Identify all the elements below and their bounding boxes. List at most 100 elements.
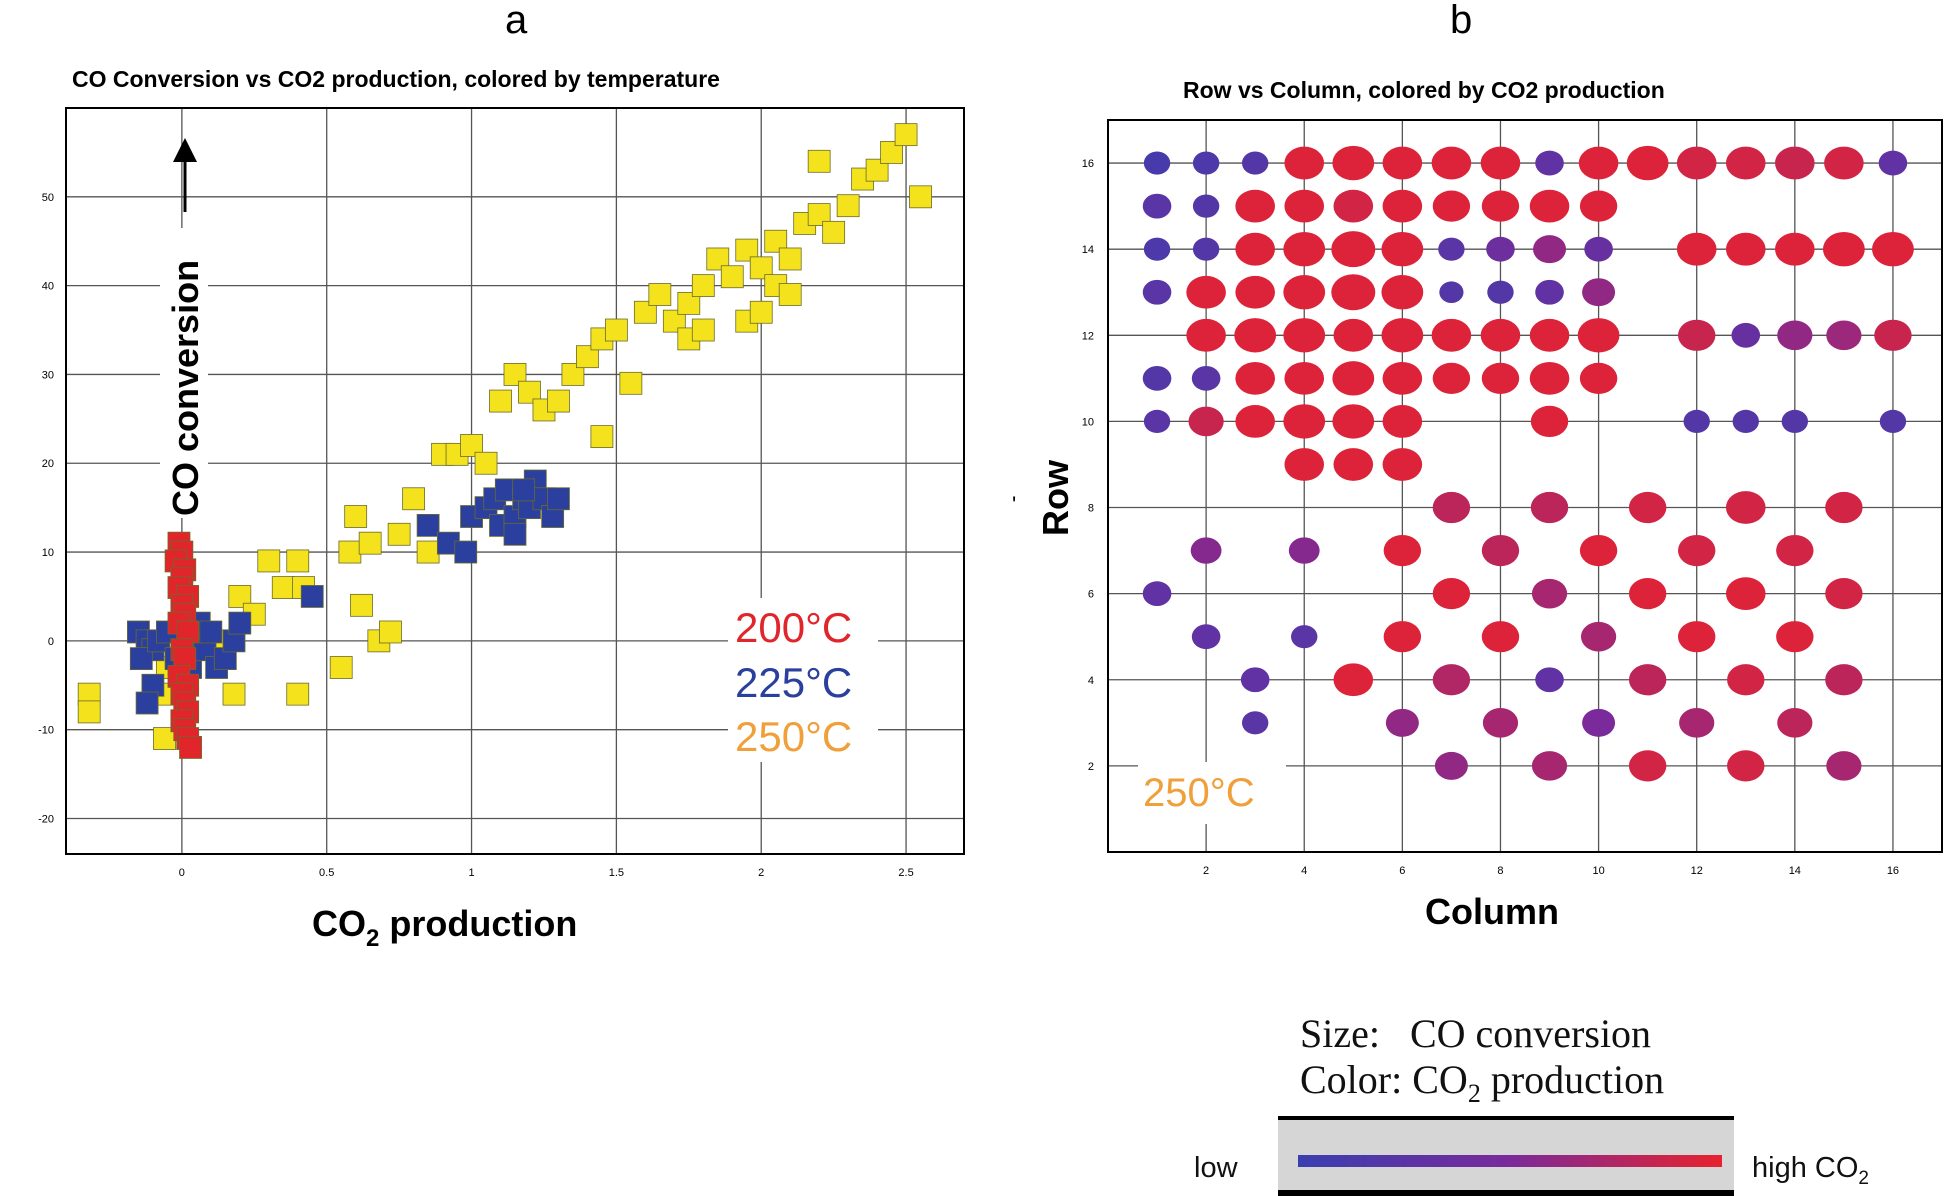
chart-a-point [865, 158, 889, 182]
chart-a-point [807, 149, 831, 173]
chart-a-point [749, 300, 773, 324]
chart-a-point [402, 487, 426, 511]
size-legend-label: Size: [1300, 1011, 1380, 1056]
chart-a-ytick-label: -10 [38, 725, 54, 737]
chart-a-point [350, 593, 373, 617]
chart-a-point [286, 682, 310, 706]
chart-a-point [662, 309, 686, 333]
chart-a-point [228, 611, 252, 635]
chart-a-xlabel: CO2 production [312, 903, 577, 952]
chart-a-point [257, 549, 281, 573]
chart-a-point [454, 540, 478, 564]
chart-a-point [379, 620, 402, 644]
chart-a-ylabel: CO conversion [165, 260, 206, 516]
chart-a-point [387, 522, 411, 546]
chart-a-point [894, 123, 918, 147]
chart-a-point [576, 345, 599, 369]
chart-a-point [691, 274, 715, 298]
chart-a-point [222, 682, 246, 706]
chart-a-ytick-label: 10 [42, 547, 54, 559]
color-legend-label: Color: [1300, 1057, 1403, 1102]
chart-a-ytick-label: 50 [42, 192, 54, 204]
chart-a-point [489, 389, 512, 413]
chart-a-point [720, 265, 744, 289]
chart-a-point [286, 549, 310, 573]
chart-a-xtick-label: 2 [758, 867, 764, 879]
chart-a-point [677, 291, 701, 315]
chart-a-point [329, 656, 353, 679]
chart-a-legend: 200°C 225°C 250°C [728, 598, 878, 762]
chart-a-point [880, 141, 903, 164]
chart-a-point [228, 585, 252, 608]
chart-a-point [460, 434, 483, 457]
size-legend-value: CO conversion [1409, 1011, 1652, 1056]
colorbar-low-label: low [1194, 1152, 1238, 1184]
chart-a-point [633, 300, 657, 324]
panel-letter-a: a [505, 0, 528, 42]
chart-a-xtick-label: 1.5 [609, 867, 624, 879]
arrow-up-icon [173, 138, 197, 162]
chart-a-point [547, 389, 570, 413]
chart-a-point [503, 522, 527, 546]
chart-a-point [344, 505, 368, 528]
chart-a-point [648, 283, 672, 306]
size-legend: Size: CO conversion [1300, 1010, 1651, 1057]
chart-a-point [706, 247, 730, 271]
chart-a-point [778, 283, 802, 306]
chart-a-point [590, 425, 614, 448]
chart-b-title: Row vs Column, colored by CO2 production [1183, 77, 1665, 103]
chart-a-xtick-label: 0.5 [319, 867, 334, 879]
chart-a-point [764, 229, 788, 253]
chart-a-ytick-label: 20 [42, 458, 54, 470]
chart-a-point [135, 691, 159, 715]
chart-a-ytick-label: -20 [38, 813, 54, 825]
chart-a-point [518, 380, 541, 404]
chart-a-xtick-label: 2.5 [898, 867, 913, 879]
chart-a-title: CO Conversion vs CO2 production, colored… [72, 66, 720, 92]
chart-a-legend-bg [728, 598, 878, 762]
colorbar-high-label: high CO2 [1752, 1152, 1869, 1189]
color-legend: Color: CO2 production [1300, 1056, 1664, 1109]
chart-a-point [300, 585, 324, 608]
chart-a-point [179, 736, 202, 759]
chart-a-xtick-label: 0 [179, 867, 185, 879]
chart-a-point [749, 256, 773, 280]
chart-a-ytick-label: 30 [42, 369, 54, 381]
chart-a-point [604, 318, 628, 342]
chart-a-point [619, 371, 643, 395]
color-legend-value: CO2 production [1412, 1057, 1665, 1108]
chart-a-point [561, 363, 585, 386]
chart-a-point [547, 487, 570, 511]
chart-a-xtick-label: 1 [468, 867, 474, 879]
chart-a-ytick-label: 0 [48, 636, 54, 648]
colorbar [1278, 1116, 1734, 1196]
chart-a-point [338, 540, 362, 564]
legend-item-225: 225°C [735, 659, 852, 706]
chart-a-point [807, 203, 831, 226]
chart-a-point [474, 451, 498, 475]
chart-a-point [512, 478, 536, 502]
chart-a-point [822, 220, 846, 244]
chart-a-point [503, 363, 527, 386]
legend-item-250: 250°C [735, 713, 852, 760]
chart-a-point [416, 514, 440, 537]
chart-a-ylabel-bg [160, 228, 208, 518]
chart-a-point [909, 185, 932, 209]
chart-a-ylabel-group: CO conversion [160, 138, 208, 518]
chart-a-plot-frame [65, 107, 965, 855]
colorbar-gradient [1298, 1155, 1722, 1167]
chart-a-point [778, 247, 802, 271]
chart-a-point [271, 576, 295, 599]
legend-item-200: 200°C [735, 604, 852, 651]
chart-a-point [836, 194, 860, 218]
chart-a-point [358, 531, 382, 555]
chart-a-point [77, 700, 101, 724]
panel-letter-b: b [1450, 0, 1473, 42]
chart-a-point [416, 540, 440, 564]
chart-a-point [199, 620, 223, 644]
chart-a-point [735, 238, 759, 262]
chart-a-point [129, 647, 153, 671]
chart-a-point [691, 318, 715, 342]
chart-a-ytick-label: 40 [42, 281, 54, 293]
